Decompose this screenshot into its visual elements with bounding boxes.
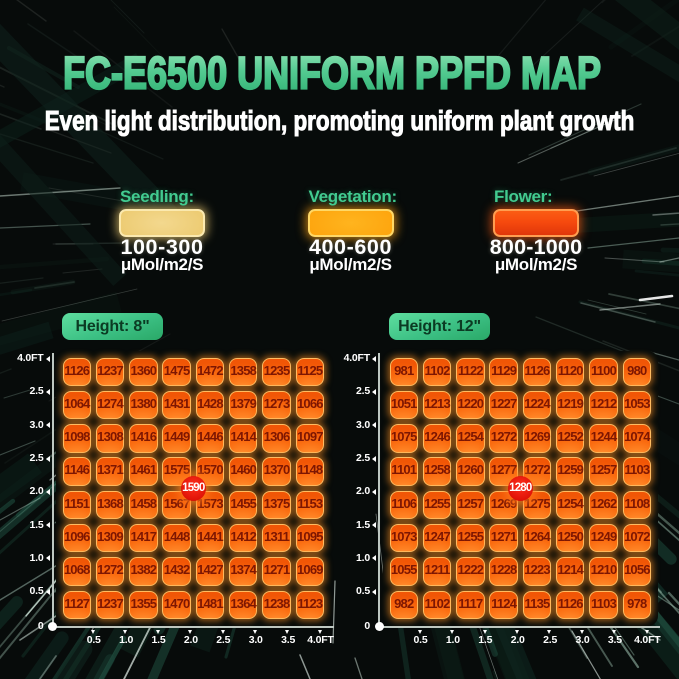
svg-text:FC-E6500 UNIFORM PPFD MAP: FC-E6500 UNIFORM PPFD MAP — [63, 47, 601, 98]
svg-text:Even light distribution, promo: Even light distribution, promoting unifo… — [45, 106, 635, 137]
